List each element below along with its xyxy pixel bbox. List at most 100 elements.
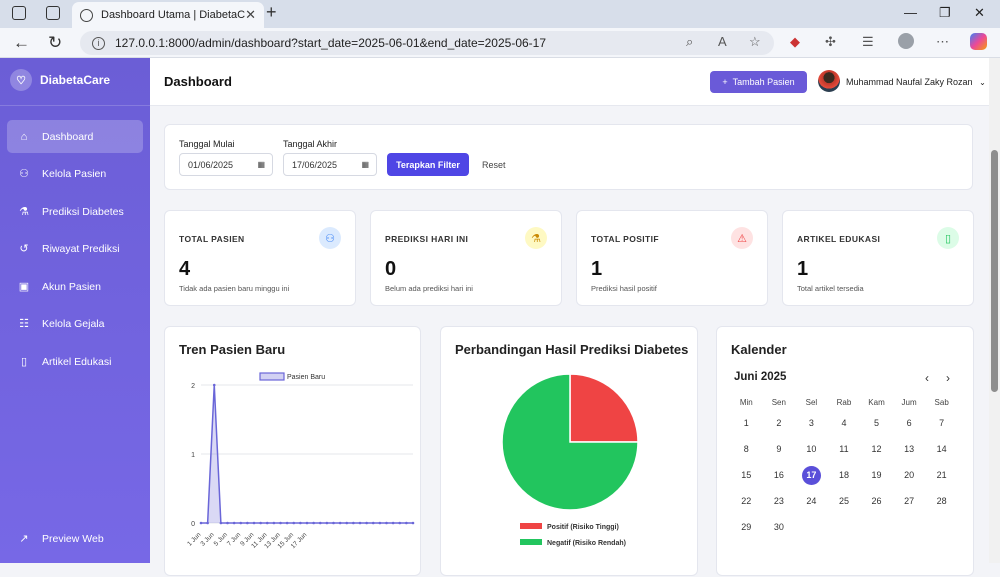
favorites-list-icon[interactable]: ☰ xyxy=(862,34,874,49)
data-point[interactable] xyxy=(312,521,315,525)
data-point[interactable] xyxy=(285,521,289,525)
calendar-day[interactable]: 9 xyxy=(776,444,782,454)
scrollbar[interactable] xyxy=(989,58,1000,563)
data-point[interactable] xyxy=(259,521,262,525)
data-point[interactable] xyxy=(252,521,256,525)
data-point[interactable] xyxy=(292,521,296,525)
calendar-today[interactable]: 17 xyxy=(795,465,828,485)
data-point[interactable] xyxy=(299,521,302,525)
data-point[interactable] xyxy=(358,521,362,525)
copilot-icon[interactable] xyxy=(970,33,987,50)
start-date-input[interactable]: 01/06/2025 ▦ xyxy=(179,153,273,176)
data-point[interactable] xyxy=(385,521,388,525)
new-tab-icon[interactable]: + xyxy=(266,2,277,22)
calendar-day[interactable]: 16 xyxy=(773,470,784,480)
site-info-icon[interactable]: i xyxy=(92,36,105,50)
calendar-day[interactable]: 25 xyxy=(838,496,849,506)
end-date-input[interactable]: 17/06/2025 ▦ xyxy=(283,153,377,176)
apply-filter-button[interactable]: Terapkan Filter xyxy=(387,153,469,176)
data-point[interactable] xyxy=(239,521,243,525)
calendar-day[interactable]: 24 xyxy=(806,496,817,506)
refresh-icon[interactable]: ↻ xyxy=(48,33,63,52)
url-field[interactable]: i 127.0.0.1:8000/admin/dashboard?start_d… xyxy=(80,31,774,55)
data-point[interactable] xyxy=(226,521,229,525)
profile-icon[interactable] xyxy=(898,33,914,49)
data-point[interactable] xyxy=(338,521,342,525)
zoom-icon[interactable]: ⌕ xyxy=(686,34,694,49)
data-point[interactable] xyxy=(411,521,415,525)
pie-slice[interactable] xyxy=(501,373,639,511)
legend-swatch[interactable] xyxy=(520,539,542,545)
pie-slice[interactable] xyxy=(569,373,639,443)
calendar-icon[interactable]: ▦ xyxy=(257,160,265,169)
sidebar-item-akun-pasien[interactable]: ▣ Akun Pasien xyxy=(7,270,143,303)
back-icon[interactable]: ← xyxy=(13,33,30,52)
data-point[interactable] xyxy=(405,521,408,525)
chevron-right-icon[interactable]: › xyxy=(946,371,950,385)
sidebar-item-kelola-pasien[interactable]: ⚇ Kelola Pasien xyxy=(7,157,143,190)
sidebar-item-artikel-edukasi[interactable]: ▯ Artikel Edukasi xyxy=(7,345,143,378)
calendar-day[interactable]: 5 xyxy=(874,418,880,428)
data-point[interactable] xyxy=(332,521,335,525)
data-point[interactable] xyxy=(391,521,395,525)
data-point[interactable] xyxy=(212,383,216,387)
minimize-icon[interactable]: — xyxy=(904,5,917,20)
calendar-day[interactable]: 27 xyxy=(904,496,915,506)
sidebar-item-prediksi-diabetes[interactable]: ⚗ Prediksi Diabetes xyxy=(7,195,143,228)
data-point[interactable] xyxy=(219,521,223,525)
data-point[interactable] xyxy=(378,521,382,525)
data-point[interactable] xyxy=(398,521,402,525)
data-point[interactable] xyxy=(305,521,309,525)
calendar-day[interactable]: 22 xyxy=(741,496,752,506)
calendar-day[interactable]: 29 xyxy=(741,522,752,532)
more-icon[interactable]: ⋯ xyxy=(936,34,949,49)
calendar-day[interactable]: 6 xyxy=(906,418,912,428)
workspaces-icon[interactable] xyxy=(12,6,26,20)
calendar-day[interactable]: 4 xyxy=(841,418,847,428)
window-close-icon[interactable]: ✕ xyxy=(974,5,985,20)
scrollbar-thumb[interactable] xyxy=(991,150,998,392)
calendar-icon[interactable]: ▦ xyxy=(361,160,369,169)
calendar-day[interactable]: 26 xyxy=(871,496,882,506)
calendar-day[interactable]: 3 xyxy=(808,418,814,428)
data-point[interactable] xyxy=(345,521,349,525)
data-point[interactable] xyxy=(272,521,276,525)
sidebar-item-kelola-gejala[interactable]: ☷ Kelola Gejala xyxy=(7,307,143,340)
browser-tab[interactable]: Dashboard Utama | DiabetaCare ✕ xyxy=(72,2,264,28)
extensions-icon[interactable]: ✣ xyxy=(825,34,836,49)
close-tab-icon[interactable]: ✕ xyxy=(245,7,256,22)
data-point[interactable] xyxy=(318,521,322,525)
data-point[interactable] xyxy=(265,521,269,525)
calendar-day[interactable]: 23 xyxy=(773,496,784,506)
data-point[interactable] xyxy=(199,521,203,525)
data-point[interactable] xyxy=(246,521,249,525)
legend-swatch[interactable] xyxy=(520,523,542,529)
avatar[interactable] xyxy=(818,70,840,92)
data-point[interactable] xyxy=(352,521,355,525)
read-aloud-icon[interactable]: A xyxy=(718,34,727,49)
sidebar-item-riwayat-prediksi[interactable]: ↺ Riwayat Prediksi xyxy=(7,232,143,265)
data-point[interactable] xyxy=(365,521,368,525)
calendar-day[interactable]: 10 xyxy=(806,444,817,454)
legend-swatch[interactable] xyxy=(259,372,285,381)
calendar-day[interactable]: 2 xyxy=(776,418,782,428)
calendar-day[interactable]: 28 xyxy=(936,496,947,506)
calendar-day[interactable]: 21 xyxy=(936,470,947,480)
calendar-day[interactable]: 19 xyxy=(871,470,882,480)
data-point[interactable] xyxy=(325,521,329,525)
calendar-day[interactable]: 1 xyxy=(743,418,749,428)
calendar-day[interactable]: 11 xyxy=(839,444,849,454)
data-point[interactable] xyxy=(206,521,209,525)
user-menu[interactable]: Muhammad Naufal Zaky Rozan ⌄ xyxy=(846,77,986,87)
calendar-day[interactable]: 12 xyxy=(871,444,882,454)
data-point[interactable] xyxy=(232,521,236,525)
calendar-day[interactable]: 13 xyxy=(904,444,915,454)
restore-icon[interactable]: ❐ xyxy=(939,5,951,20)
calendar-day[interactable]: 20 xyxy=(904,470,915,480)
calendar-day[interactable]: 8 xyxy=(743,444,749,454)
data-point[interactable] xyxy=(279,521,282,525)
chevron-left-icon[interactable]: ‹ xyxy=(925,371,929,385)
sidebar-item-dashboard[interactable]: ⌂ Dashboard xyxy=(7,120,143,153)
extension-icon[interactable]: ◆ xyxy=(790,34,800,49)
calendar-day[interactable]: 14 xyxy=(936,444,947,454)
